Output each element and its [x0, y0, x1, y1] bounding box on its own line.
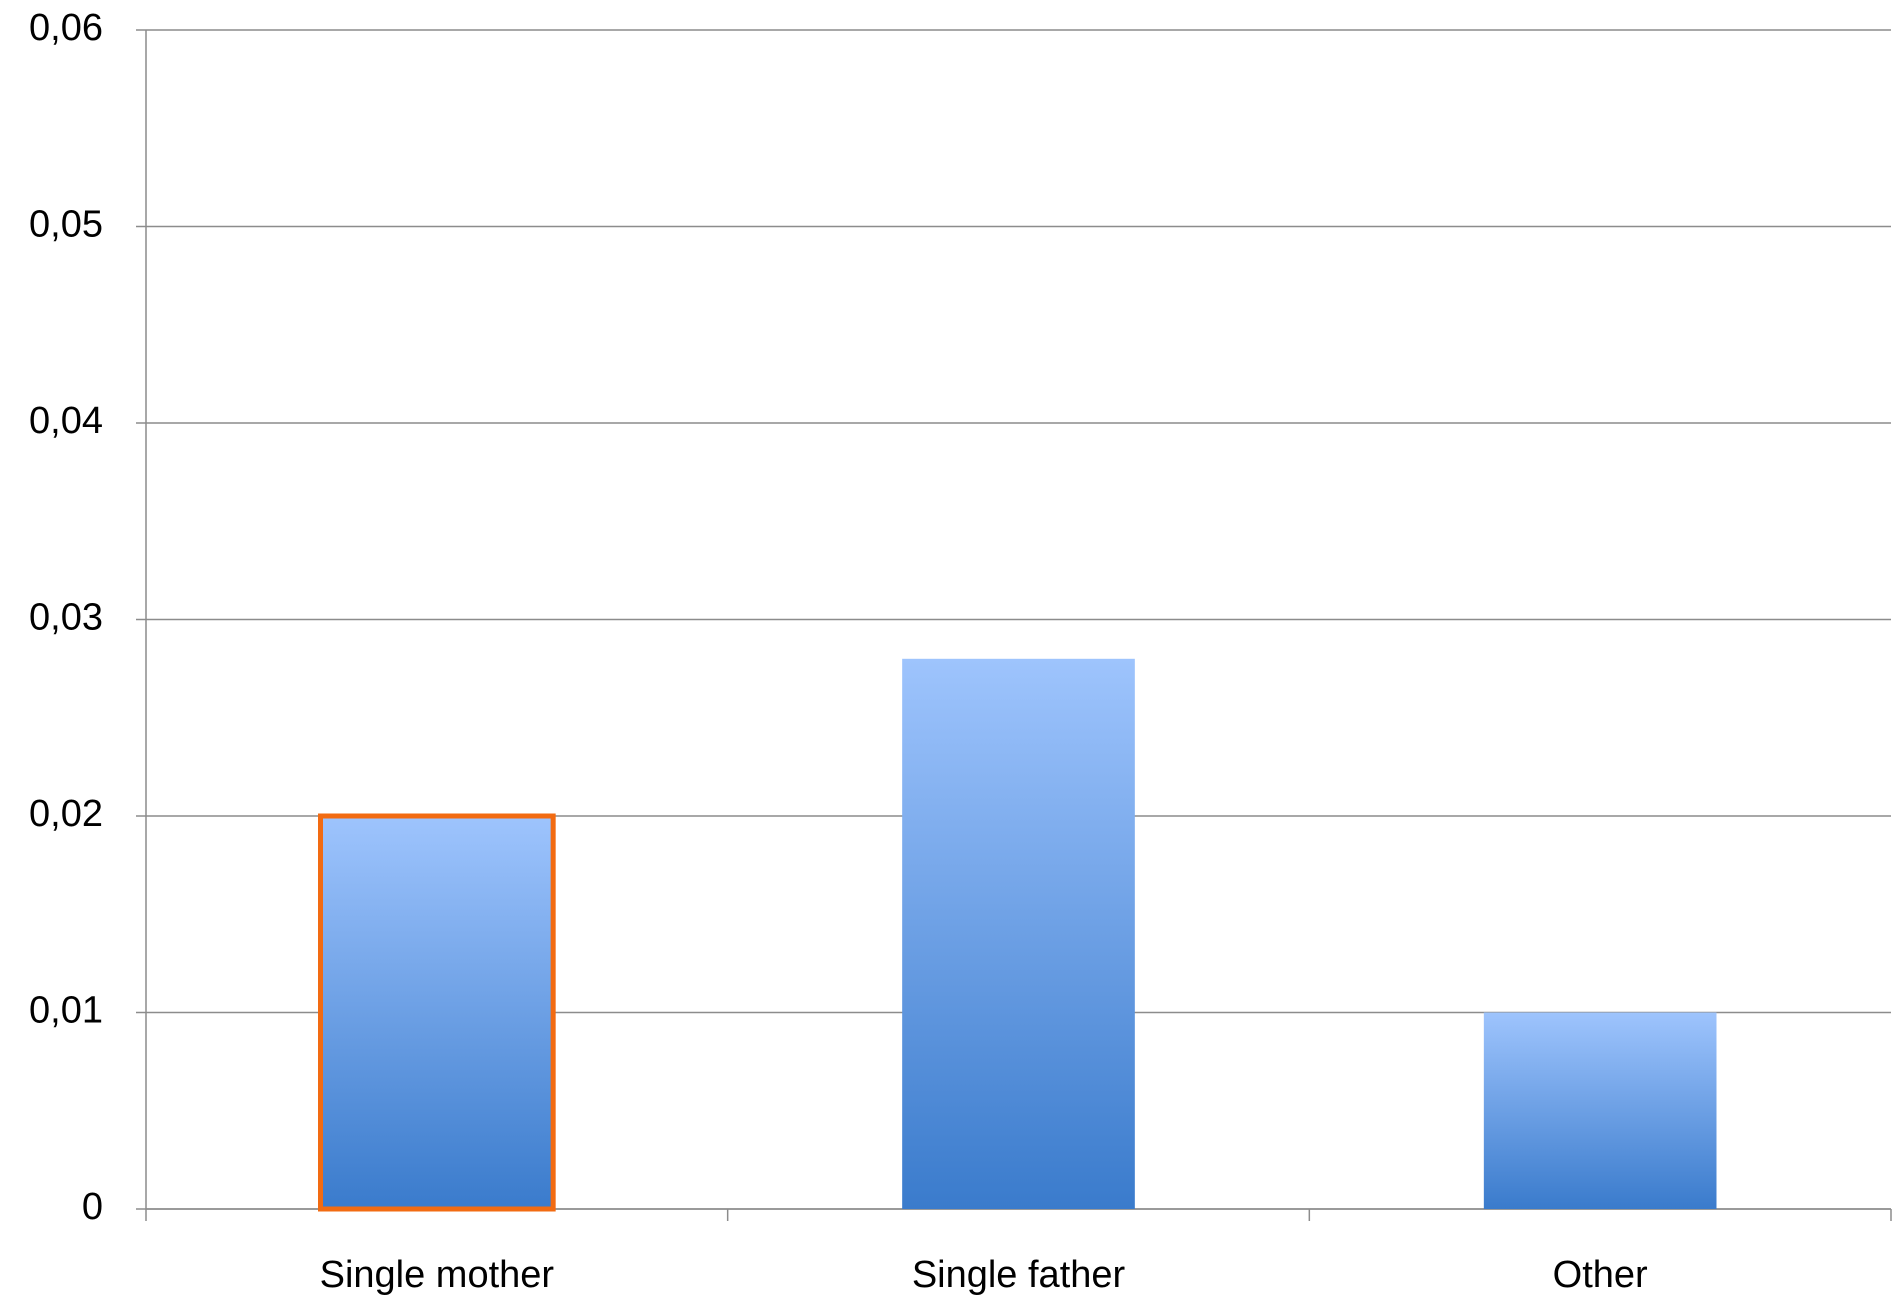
bar [318, 813, 556, 1212]
y-tick-label: 0,06 [29, 7, 103, 49]
y-tick-label: 0,01 [29, 990, 103, 1032]
y-tick-label: 0,04 [29, 400, 103, 442]
y-tick-label: 0,02 [29, 793, 103, 835]
x-tick-label: Single father [912, 1254, 1126, 1296]
y-tick-label: 0,03 [29, 597, 103, 639]
x-tick-label: Other [1553, 1254, 1648, 1296]
y-tick-label: 0 [82, 1186, 103, 1228]
y-tick-label: 0,05 [29, 204, 103, 246]
x-tick-label: Single mother [320, 1254, 555, 1296]
bar [1483, 1012, 1717, 1209]
bar [902, 658, 1135, 1209]
